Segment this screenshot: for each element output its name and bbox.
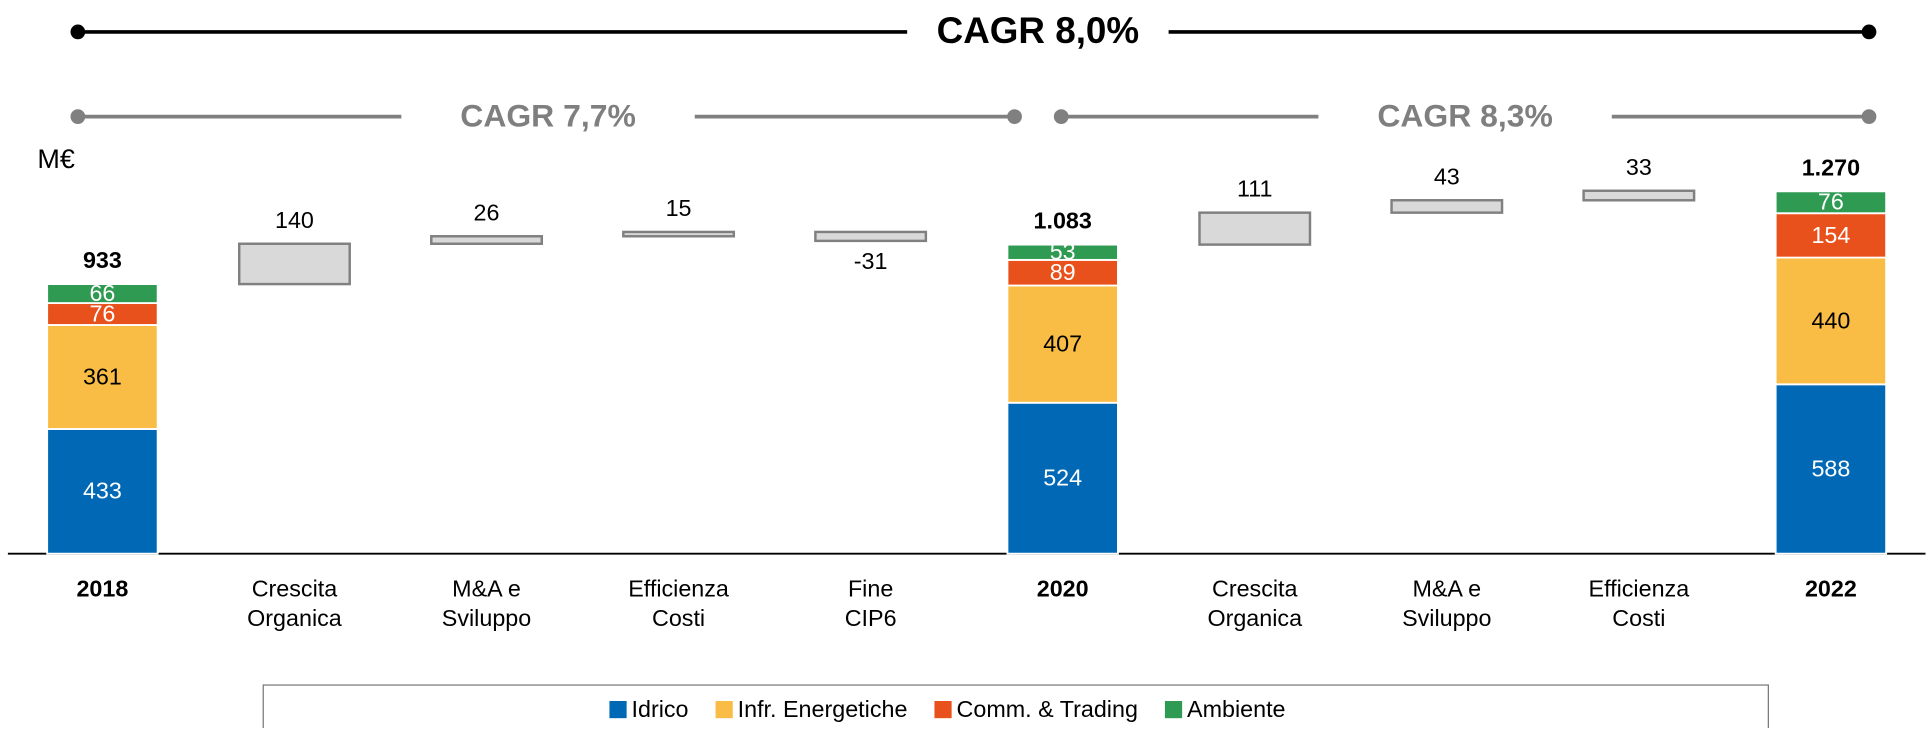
legend-swatch xyxy=(1164,700,1183,719)
stack-segment xyxy=(1774,190,1888,215)
segment-label: 66 xyxy=(89,280,115,306)
cagr-label: CAGR 7,7% xyxy=(460,97,636,133)
stack-segment xyxy=(46,283,159,305)
segment-label: 524 xyxy=(1043,465,1082,491)
x-tick-label: CIP6 xyxy=(845,605,897,631)
legend-label: Ambiente xyxy=(1187,696,1286,722)
segment-label: 76 xyxy=(89,300,115,326)
x-tick-label: Efficienza xyxy=(1589,576,1690,602)
delta-label: 111 xyxy=(1237,176,1272,202)
delta-label: -31 xyxy=(854,248,888,274)
x-tick-label: 2022 xyxy=(1805,576,1857,602)
cagr-dot xyxy=(1861,109,1877,124)
cagr-label: CAGR 8,0% xyxy=(937,10,1140,51)
x-tick-label: Costi xyxy=(1612,605,1665,631)
legend-swatch xyxy=(934,700,952,719)
stack-segment xyxy=(1774,256,1888,386)
stack-segment xyxy=(1006,284,1119,404)
delta-bar xyxy=(237,242,351,286)
segment-label: 361 xyxy=(83,363,122,389)
stack-segment xyxy=(1006,243,1119,261)
stack-segment xyxy=(1774,383,1888,555)
x-tick-label: Efficienza xyxy=(628,576,729,602)
stack-segment xyxy=(1006,258,1119,287)
cagr-dot xyxy=(1053,109,1069,124)
delta-bar xyxy=(1390,199,1504,214)
legend-label: Infr. Energetiche xyxy=(738,696,908,722)
cagr-dot xyxy=(70,24,86,40)
delta-bar xyxy=(430,235,543,245)
delta-label: 15 xyxy=(666,195,692,221)
unit-label: M€ xyxy=(37,144,75,174)
total-label: 1.270 xyxy=(1802,154,1860,180)
cagr-label: CAGR 8,3% xyxy=(1377,97,1553,133)
delta-bar xyxy=(622,230,736,238)
x-tick-label: 2020 xyxy=(1037,576,1089,602)
x-tick-label: M&A e xyxy=(1412,576,1481,602)
legend-box xyxy=(262,684,1769,733)
cagr-dot xyxy=(70,109,86,124)
x-tick-label: Organica xyxy=(247,605,342,631)
x-tick-label: Fine xyxy=(848,576,893,602)
delta-label: 26 xyxy=(474,199,500,225)
x-tick-label: M&A e xyxy=(452,576,521,602)
x-tick-label: Sviluppo xyxy=(1402,605,1491,631)
x-tick-label: Costi xyxy=(652,605,705,631)
segment-label: 440 xyxy=(1811,307,1850,333)
x-tick-label: Sviluppo xyxy=(442,605,531,631)
stack-segment xyxy=(1006,401,1119,555)
total-label: 933 xyxy=(83,247,122,273)
delta-bar xyxy=(1582,189,1696,202)
legend-swatch xyxy=(609,700,627,719)
segment-label: 76 xyxy=(1818,189,1844,215)
stack-segment xyxy=(46,428,159,555)
delta-label: 43 xyxy=(1434,163,1460,189)
x-tick-label: Organica xyxy=(1207,605,1302,631)
x-tick-label: Crescita xyxy=(252,576,338,602)
delta-bar xyxy=(1198,211,1312,246)
segment-label: 407 xyxy=(1043,331,1082,357)
legend-label: Idrico xyxy=(632,696,689,722)
segment-label: 89 xyxy=(1050,259,1076,285)
x-tick-label: Crescita xyxy=(1212,576,1298,602)
cagr-dot xyxy=(1007,109,1022,124)
delta-label: 140 xyxy=(275,207,314,233)
cagr-dot xyxy=(1861,24,1877,40)
segment-label: 154 xyxy=(1811,222,1850,248)
segment-label: 588 xyxy=(1811,455,1850,481)
x-tick-label: 2018 xyxy=(76,576,128,602)
legend-label: Comm. & Trading xyxy=(957,696,1138,722)
segment-label: 433 xyxy=(83,478,122,504)
total-label: 1.083 xyxy=(1034,208,1092,234)
segment-label: 53 xyxy=(1050,239,1076,265)
delta-bar xyxy=(814,230,928,243)
legend-swatch xyxy=(715,700,733,719)
delta-label: 33 xyxy=(1626,154,1652,180)
stack-segment xyxy=(46,324,159,430)
